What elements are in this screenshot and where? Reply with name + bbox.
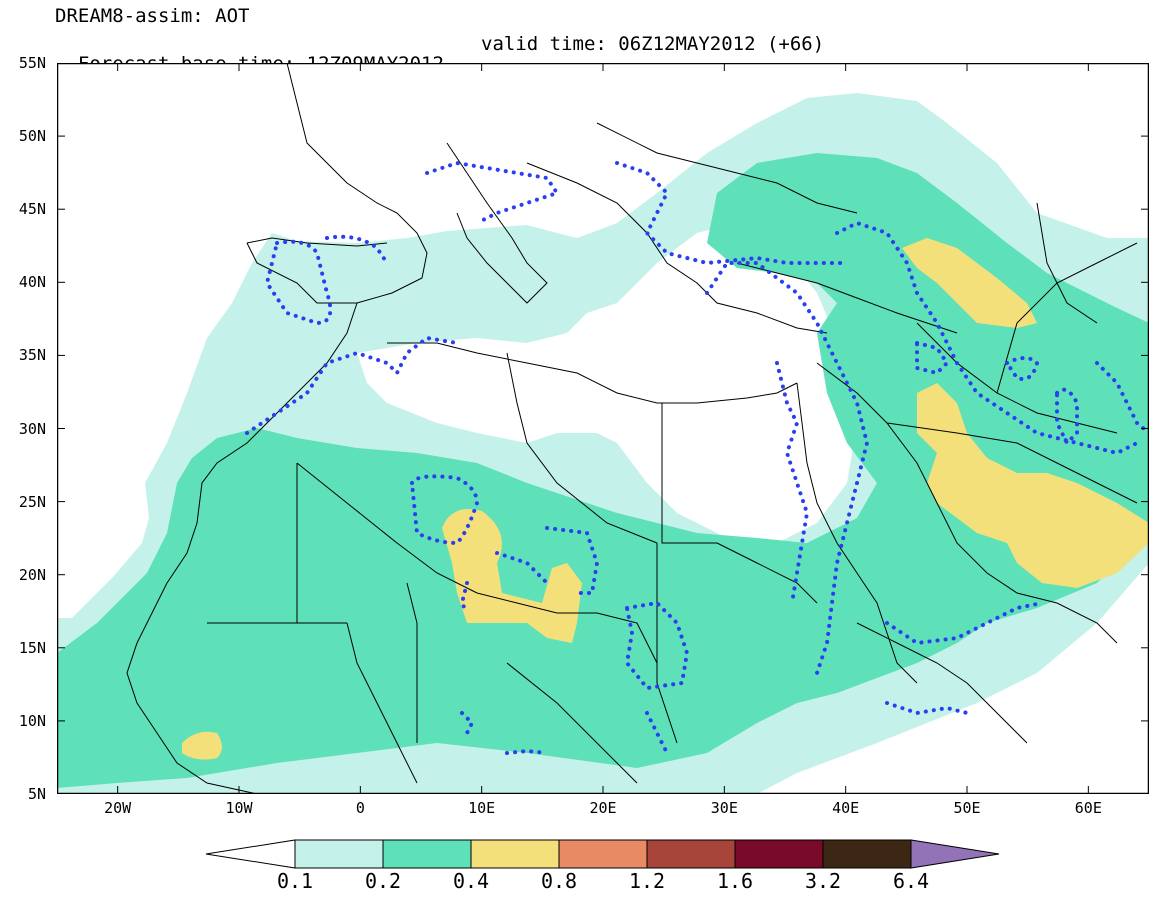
aot-shade-0.4-caspian xyxy=(902,238,1037,328)
colorbar-label: 1.2 xyxy=(628,869,666,893)
lon-label: 60E xyxy=(1074,799,1102,817)
lon-label: 10W xyxy=(225,799,253,817)
lat-label: 10N xyxy=(18,711,46,730)
colorbar-label: 1.6 xyxy=(716,869,754,893)
colorbar-swatch xyxy=(734,839,824,869)
lat-label: 5N xyxy=(27,785,46,803)
lat-label: 20N xyxy=(18,565,46,584)
lon-label: 50E xyxy=(953,799,981,817)
colorbar-label: 0.2 xyxy=(364,869,402,893)
colorbar-swatch xyxy=(294,839,384,869)
lat-label: 35N xyxy=(18,346,46,365)
lon-label: 10E xyxy=(468,799,496,817)
lon-label: 20W xyxy=(104,799,132,817)
country-borders xyxy=(126,63,1138,794)
colorbar-low-arrow xyxy=(205,839,296,869)
lat-label: 50N xyxy=(18,127,46,146)
aot-contours xyxy=(245,160,1149,755)
lat-label: 40N xyxy=(18,273,46,292)
colorbar-high-arrow xyxy=(910,839,1000,869)
colorbar-label: 0.8 xyxy=(540,869,578,893)
aot-shade-0.4-sahara xyxy=(442,509,582,643)
colorbar-swatch xyxy=(470,839,560,869)
colorbar-swatch xyxy=(382,839,472,869)
map-title: DREAM8-assim: AOT xyxy=(55,5,250,27)
colorbar-label: 6.4 xyxy=(892,869,930,893)
lat-label: 15N xyxy=(18,638,46,657)
lat-label: 45N xyxy=(18,200,46,219)
lon-label: 0 xyxy=(355,799,365,817)
colorbar-label: 0.1 xyxy=(276,869,314,893)
aot-map xyxy=(57,63,1149,794)
aot-shade-0.4-arabia xyxy=(917,383,1149,588)
colorbar xyxy=(205,839,1000,869)
lat-label: 55N xyxy=(18,54,46,72)
grid-ticks xyxy=(57,63,1149,794)
colorbar-label: 3.2 xyxy=(804,869,842,893)
colorbar-label: 0.4 xyxy=(452,869,490,893)
colorbar-swatch xyxy=(646,839,736,869)
lat-label: 30N xyxy=(18,419,46,438)
lat-label: 25N xyxy=(18,492,46,511)
colorbar-swatch xyxy=(558,839,648,869)
colorbar-swatch xyxy=(822,839,912,869)
lon-label: 30E xyxy=(710,799,738,817)
valid-time-label: valid time: 06Z12MAY2012 (+66) xyxy=(481,33,825,55)
aot-shade-0.4-guinea xyxy=(182,731,222,760)
lon-label: 20E xyxy=(589,799,617,817)
aot-shade-0.2 xyxy=(57,153,1149,788)
lon-label: 40E xyxy=(832,799,860,817)
